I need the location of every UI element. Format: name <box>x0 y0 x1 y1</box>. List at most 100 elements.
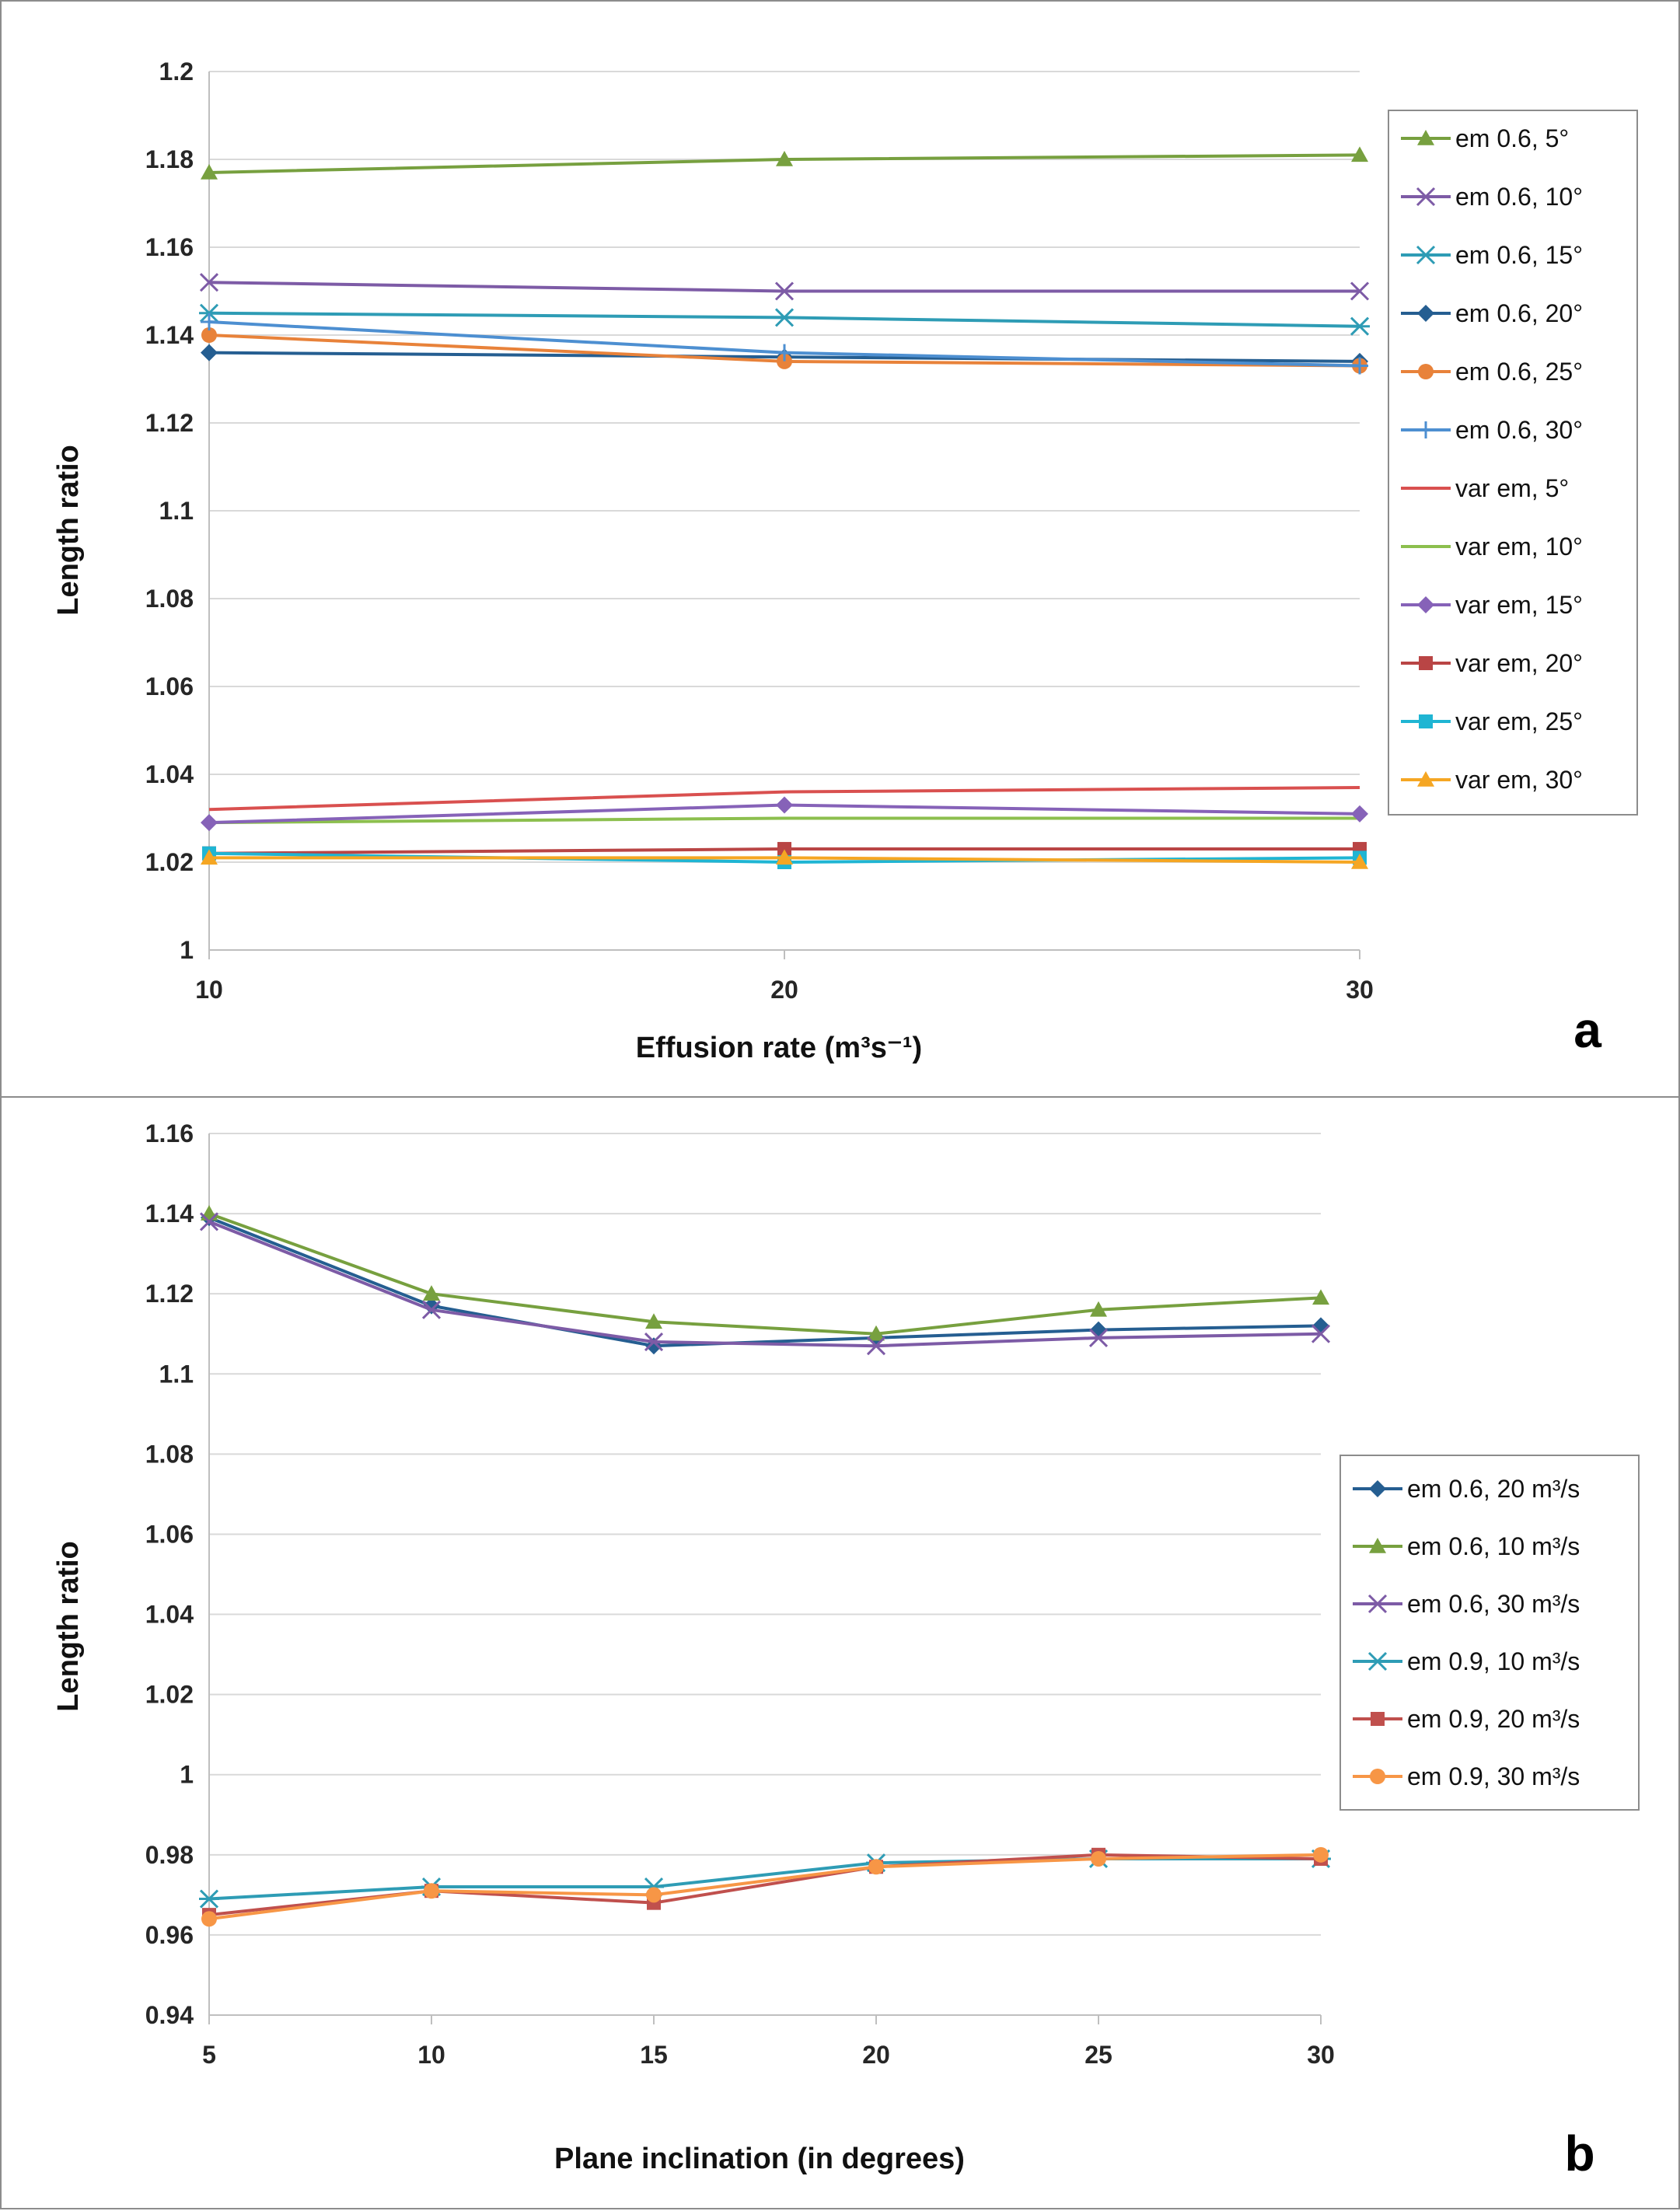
data-point <box>777 842 791 857</box>
legend-marker <box>1417 596 1434 613</box>
data-point <box>423 1285 440 1301</box>
data-point <box>1088 1328 1109 1347</box>
legend-marker <box>1367 1651 1388 1671</box>
legend-label: em 0.6, 30 m³/s <box>1407 1590 1580 1618</box>
chart-panel-b: 0.94 0.96 0.98 1 1.02 1.04 1.06 1.08 1.1 1.12 1.14… <box>0 1096 1680 2209</box>
legend-label: var em, 30° <box>1455 766 1583 794</box>
y-axis-title: Length ratio <box>52 1541 85 1712</box>
series-em-0-6-10-m-s <box>201 1205 1329 1341</box>
y-tick-label: 1.16 <box>145 233 194 261</box>
y-tick-label: 1.1 <box>159 1360 194 1388</box>
legend-box <box>1388 110 1638 816</box>
data-point <box>201 163 218 180</box>
series-line <box>208 1216 1322 1348</box>
data-point <box>1351 357 1368 375</box>
chart-panel-a: 1 1.02 1.04 1.06 1.08 1.1 1.12 1.14 1.16 1.18 1.2 … <box>0 0 1680 1098</box>
data-point <box>201 327 217 343</box>
legend-item: em 0.6, 20° <box>1401 299 1583 327</box>
data-point <box>1313 1846 1329 1863</box>
legend-item: em 0.6, 30° <box>1401 416 1583 444</box>
y-tick-label: 1 <box>180 936 194 964</box>
legend-label: var em, 20° <box>1455 649 1583 677</box>
y-tick-label: 0.94 <box>145 2001 194 2029</box>
legend-item: var em, 5° <box>1401 474 1569 502</box>
legend-marker <box>1417 130 1434 145</box>
data-point <box>1350 316 1370 336</box>
x-tick-label: 25 <box>1084 2041 1112 2069</box>
series-em-0-6-10 <box>199 273 1370 301</box>
data-point <box>201 814 218 832</box>
legend-item: em 0.9, 10 m³/s <box>1353 1647 1580 1675</box>
legend-marker <box>1367 1594 1388 1614</box>
legend-marker <box>1417 771 1434 787</box>
legend-marker <box>1419 714 1433 728</box>
data-point <box>776 796 793 814</box>
data-point <box>868 1325 885 1341</box>
legend-item: em 0.6, 15° <box>1401 241 1583 269</box>
legend-item: em 0.9, 20 m³/s <box>1353 1705 1580 1733</box>
legend-item: var em, 20° <box>1401 649 1583 677</box>
data-point <box>199 273 219 292</box>
data-point <box>774 281 795 301</box>
data-point <box>776 344 793 362</box>
legend-label: em 0.6, 20 m³/s <box>1407 1475 1580 1503</box>
panel-label: a <box>1573 1002 1601 1058</box>
data-point <box>201 1205 218 1221</box>
y-tick-label: 1.14 <box>145 321 194 349</box>
legend-marker <box>1419 656 1433 670</box>
series-em-0-6-30-m-s <box>199 1212 1331 1356</box>
legend-marker <box>1418 364 1434 379</box>
series-line <box>208 1853 1322 1917</box>
x-tick-label: 5 <box>202 2041 216 2069</box>
data-point <box>1090 1301 1107 1317</box>
legend-label: em 0.6, 30° <box>1455 416 1583 444</box>
y-tick-label: 1.1 <box>159 497 194 525</box>
data-point <box>201 849 218 865</box>
legend-label: em 0.6, 10° <box>1455 183 1583 211</box>
series-line <box>208 1856 1321 1901</box>
x-tick-label: 30 <box>1346 976 1374 1004</box>
data-point <box>646 1887 662 1903</box>
series-line <box>208 1212 1322 1336</box>
legend-item: em 0.6, 10° <box>1401 183 1583 211</box>
legend-marker <box>1416 187 1436 207</box>
data-point <box>774 308 795 327</box>
chart-a-svg: 11.021.041.061.081.11.121.141.161.181.2 … <box>52 58 1638 1064</box>
data-point <box>199 1889 219 1909</box>
x-axis-title: Effusion rate (m³s⁻¹) <box>636 1032 922 1064</box>
x-tick-label: 10 <box>195 976 223 1004</box>
series-line <box>208 1220 1322 1348</box>
legend-label: em 0.6, 15° <box>1455 241 1583 269</box>
panel-label: b <box>1564 2125 1594 2181</box>
data-point <box>776 151 793 166</box>
y-tick-label: 1.02 <box>145 848 194 876</box>
legend-label: em 0.6, 25° <box>1455 358 1583 386</box>
y-tick-label: 1.08 <box>145 1440 194 1468</box>
y-tick-label: 1.06 <box>145 1520 194 1548</box>
legend-marker <box>1369 1480 1386 1497</box>
x-axis-title: Plane inclination (in degrees) <box>554 2143 965 2175</box>
data-point <box>199 303 219 323</box>
legend-label: var em, 15° <box>1455 591 1583 619</box>
x-tick-label: 15 <box>640 2041 668 2069</box>
y-tick-label: 1.16 <box>145 1119 194 1147</box>
series-var-em-30 <box>201 849 1368 869</box>
y-tick-label: 1.12 <box>145 409 194 437</box>
legend-label: em 0.6, 10 m³/s <box>1407 1532 1580 1560</box>
y-tick-label: 1.2 <box>159 58 194 86</box>
legend: em 0.6, 5° em 0.6, 10° em 0.6, 15° em 0.6, … <box>1388 110 1638 816</box>
data-point <box>1091 1850 1106 1867</box>
data-point <box>201 344 218 362</box>
y-tick-label: 1.18 <box>145 145 194 173</box>
y-axis-title: Length ratio <box>52 445 85 616</box>
legend-label: var em, 5° <box>1455 474 1569 502</box>
y-tick-label: 1.08 <box>145 585 194 613</box>
data-point <box>866 1336 886 1356</box>
legend-item: var em, 25° <box>1401 707 1583 735</box>
legend-label: em 0.9, 10 m³/s <box>1407 1647 1580 1675</box>
legend-box <box>1339 1455 1640 1811</box>
legend-marker <box>1370 1769 1385 1784</box>
legend-label: em 0.9, 20 m³/s <box>1407 1705 1580 1733</box>
y-tick-label: 1.14 <box>145 1200 194 1228</box>
series-var-em-5 <box>208 785 1360 812</box>
